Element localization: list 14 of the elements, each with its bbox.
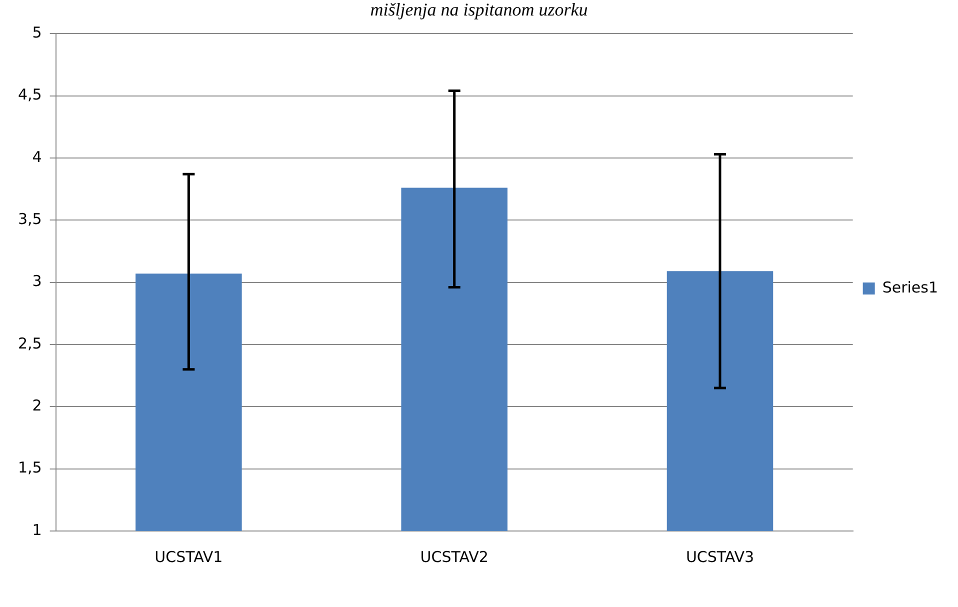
y-tick-label: 2,5 (18, 334, 42, 352)
y-tick-label: 5 (32, 23, 42, 42)
y-tick-label: 2 (32, 396, 42, 415)
y-tick-label: 4,5 (18, 86, 42, 104)
x-tick-label: UCSTAV1 (154, 548, 223, 566)
y-tick-label: 1 (32, 520, 42, 539)
legend-label: Series1 (882, 278, 938, 296)
chart-title: mišljenja na ispitanom uzorku (370, 0, 588, 20)
y-tick-label: 1,5 (18, 458, 42, 477)
y-tick-label: 3,5 (18, 210, 42, 228)
x-tick-label: UCSTAV2 (420, 548, 488, 566)
y-tick-label: 3 (32, 272, 42, 290)
y-tick-label: 4 (32, 148, 42, 166)
x-tick-label: UCSTAV3 (686, 548, 754, 566)
